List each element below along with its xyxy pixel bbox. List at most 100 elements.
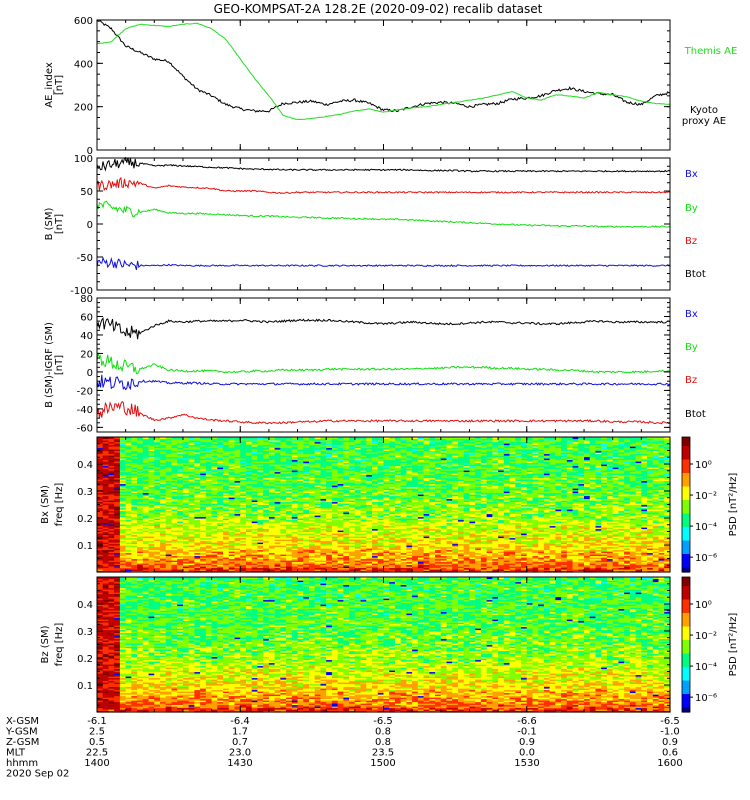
heatmap-cell — [240, 474, 247, 477]
heatmap-cell — [228, 464, 236, 467]
heatmap-cell — [223, 450, 230, 453]
heatmap-cell — [211, 569, 218, 572]
heatmap-cell — [154, 549, 161, 552]
heatmap-cell — [223, 552, 230, 555]
heatmap-cell — [177, 534, 184, 537]
heatmap-cell — [194, 468, 201, 471]
heatmap-cell — [131, 443, 138, 446]
heatmap-cell — [131, 512, 138, 515]
heatmap-cell — [165, 519, 173, 522]
heatmap-cell — [223, 525, 230, 528]
heatmap-cell — [142, 549, 150, 552]
heatmap-cell — [114, 483, 121, 486]
heatmap-cell — [240, 506, 247, 509]
heatmap-cell — [131, 476, 138, 479]
heatmap-cell — [114, 441, 121, 444]
heatmap-cell — [171, 492, 178, 495]
heatmap-cell — [228, 503, 236, 506]
heatmap-cell — [160, 450, 167, 453]
heatmap-cell — [171, 453, 178, 456]
heatmap-cell — [217, 527, 224, 530]
heatmap-cell — [182, 452, 190, 455]
heatmap-cell — [194, 551, 201, 554]
heatmap-cell — [171, 560, 178, 563]
heatmap-cell — [160, 486, 167, 489]
heatmap-cell — [188, 483, 196, 486]
heatmap-cell — [194, 527, 201, 530]
heatmap-cell — [142, 567, 150, 570]
heatmap-cell — [234, 482, 241, 485]
heatmap-cell — [131, 522, 138, 525]
heatmap-cell — [160, 510, 167, 513]
heatmap-cell — [188, 437, 196, 440]
heatmap-cell — [160, 455, 167, 458]
heatmap-cell — [223, 495, 230, 498]
heatmap-cell — [240, 449, 247, 452]
heatmap-cell — [200, 470, 207, 473]
heatmap-cell — [228, 492, 236, 495]
heatmap-cell — [182, 453, 190, 456]
heatmap-cell — [131, 477, 138, 480]
heatmap-cell — [125, 473, 132, 476]
heatmap-cell — [177, 557, 184, 560]
series-bdiff-0 — [96, 316, 671, 340]
heatmap-cell — [160, 569, 167, 572]
heatmap-cell — [114, 560, 121, 563]
heatmap-cell — [142, 455, 150, 458]
heatmap-cell — [211, 479, 218, 482]
heatmap-cell — [217, 480, 224, 483]
heatmap-cell — [217, 486, 224, 489]
heatmap-cell — [194, 506, 201, 509]
heatmap-cell — [177, 464, 184, 467]
series-bsm-0 — [96, 256, 671, 271]
heatmap-cell — [228, 566, 236, 569]
series-bdiff-1 — [96, 351, 671, 375]
heatmap-cell — [177, 482, 184, 485]
y-tick-label: 20 — [80, 349, 93, 360]
heatmap-cell — [251, 464, 259, 467]
heatmap-cell — [119, 477, 127, 480]
heatmap-cell — [245, 483, 253, 486]
heatmap-cell — [234, 447, 241, 450]
heatmap-cell — [223, 501, 230, 504]
heatmap-cell — [119, 441, 127, 444]
heatmap-cell — [234, 477, 241, 480]
heatmap-cell — [131, 501, 138, 504]
heatmap-cell — [97, 501, 104, 504]
plot-frame — [96, 157, 671, 291]
heatmap-cell — [102, 506, 110, 509]
heatmap-cell — [171, 507, 178, 510]
heatmap-cell — [142, 546, 150, 549]
heatmap-cell — [228, 455, 236, 458]
heatmap-cell — [223, 564, 230, 567]
heatmap-cell — [217, 438, 224, 441]
heatmap-cell — [200, 495, 207, 498]
heatmap-cell — [125, 476, 132, 479]
heatmap-cell — [97, 470, 104, 473]
heatmap-cell — [97, 471, 104, 474]
heatmap-cell — [142, 564, 150, 567]
heatmap-cell — [165, 489, 173, 492]
heatmap-cell — [228, 488, 236, 491]
heatmap-cell — [142, 560, 150, 563]
heatmap-cell — [142, 501, 150, 504]
heatmap-cell — [131, 555, 138, 558]
heatmap-cell — [223, 554, 230, 557]
heatmap-cell — [119, 528, 127, 531]
heatmap-cell — [182, 467, 190, 470]
heatmap-cell — [102, 461, 110, 464]
heatmap-cell — [165, 461, 173, 464]
heatmap-cell — [217, 471, 224, 474]
heatmap-cell — [125, 567, 132, 570]
heatmap-cell — [97, 498, 104, 501]
heatmap-cell — [119, 500, 127, 503]
heatmap-cell — [194, 560, 201, 563]
heatmap-cell — [142, 498, 150, 501]
heatmap-cell — [251, 560, 259, 563]
heatmap-cell — [177, 440, 184, 443]
heatmap-cell — [137, 512, 144, 515]
heatmap-cell — [223, 567, 230, 570]
heatmap-cell — [114, 522, 121, 525]
heatmap-cell — [160, 537, 167, 540]
heatmap-cell — [160, 519, 167, 522]
